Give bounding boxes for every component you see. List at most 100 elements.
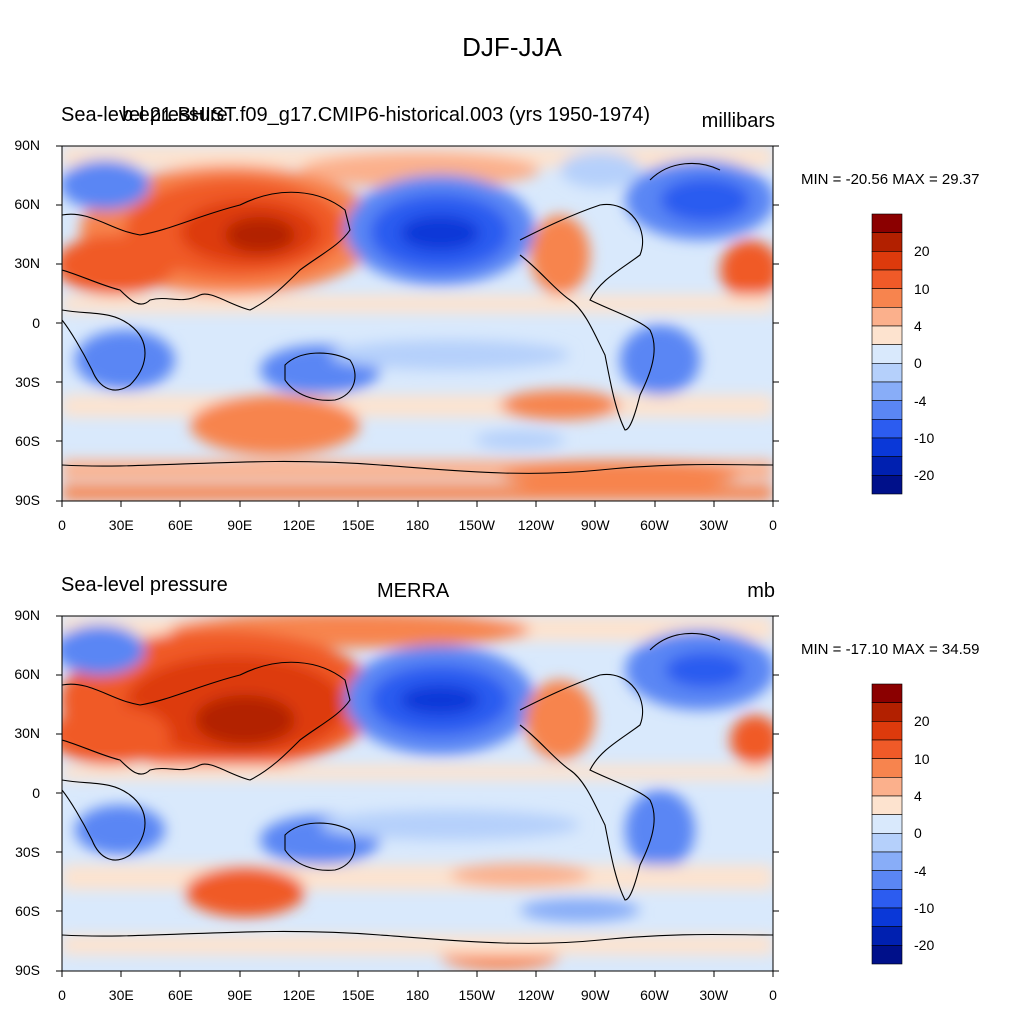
panel1-left-label: Sea-level pressure <box>61 104 228 126</box>
panel2-colorbar <box>871 683 903 965</box>
lat-label: 30N <box>14 255 40 272</box>
lon-label: 60W <box>640 517 669 533</box>
colorbar-swatch <box>871 251 903 271</box>
colorbar-swatch <box>871 814 903 834</box>
colorbar-swatch <box>871 758 903 778</box>
colorbar-swatch <box>871 907 903 927</box>
colorbar-label: 0 <box>914 355 922 372</box>
lon-label: 30E <box>108 987 134 1003</box>
lat-label: 90S <box>15 492 40 509</box>
lat-label: 0 <box>32 784 40 801</box>
panel2-minmax: MIN = -17.10 MAX = 34.59 <box>801 641 980 658</box>
lon-label: 120E <box>282 517 316 533</box>
colorbar-label: 0 <box>914 825 922 842</box>
panel2-map-field <box>62 616 773 971</box>
lat-label: 30S <box>15 843 40 860</box>
colorbar-label: 20 <box>914 713 930 730</box>
colorbar-swatch <box>871 456 903 476</box>
colorbar-swatch <box>871 232 903 252</box>
panel1-minmax: MIN = -20.56 MAX = 29.37 <box>801 171 980 188</box>
lat-label: 30N <box>14 725 40 742</box>
lon-label: 60E <box>168 987 193 1003</box>
lon-label: 150W <box>458 517 496 533</box>
panel2-left-label: Sea-level pressure <box>61 574 228 596</box>
lon-label: 30E <box>108 517 134 533</box>
lon-label: 120E <box>282 987 316 1003</box>
lon-label: 180 <box>405 987 430 1003</box>
colorbar-swatch <box>871 945 903 965</box>
colorbar-swatch <box>871 777 903 797</box>
colorbar-label: -10 <box>914 900 935 916</box>
lat-label: 90N <box>14 137 40 153</box>
lon-label: 90W <box>580 987 610 1003</box>
lon-label: 60E <box>168 517 193 533</box>
lon-label: 90W <box>580 517 610 533</box>
main-title: DJF-JJA <box>462 32 562 62</box>
lon-label: 0 <box>58 987 66 1003</box>
colorbar-swatch <box>871 419 903 439</box>
colorbar-swatch <box>871 739 903 759</box>
lat-label: 60S <box>15 433 40 449</box>
lon-label: 30W <box>699 517 729 533</box>
colorbar-swatch <box>871 288 903 308</box>
colorbar-label: -20 <box>914 937 935 954</box>
lon-label: 120W <box>517 987 555 1003</box>
colorbar-swatch <box>871 475 903 495</box>
colorbar-swatch <box>871 381 903 401</box>
panel2-ticks <box>56 615 779 977</box>
lon-label: 0 <box>769 987 777 1003</box>
lon-label: 150E <box>341 987 375 1003</box>
colorbar-swatch <box>871 344 903 364</box>
colorbar-swatch <box>871 851 903 871</box>
lon-label: 30W <box>699 987 729 1003</box>
colorbar-swatch <box>871 833 903 853</box>
colorbar-swatch <box>871 325 903 345</box>
colorbar-label: -4 <box>914 392 927 409</box>
panel1-map-field <box>62 146 773 501</box>
colorbar-swatch <box>871 307 903 327</box>
lon-label: 150W <box>458 987 496 1003</box>
colorbar-swatch <box>871 683 903 703</box>
lat-label: 60N <box>14 196 40 213</box>
lat-label: 60S <box>15 903 40 919</box>
colorbar-swatch <box>871 437 903 457</box>
lat-label: 0 <box>32 314 40 331</box>
panel1-colorbar <box>871 213 903 495</box>
panel2-right-label: mb <box>747 580 775 602</box>
lon-label: 120W <box>517 517 555 533</box>
colorbar-label: 4 <box>914 318 922 334</box>
lat-label: 90N <box>14 607 40 623</box>
lon-label: 150E <box>341 517 375 533</box>
panel2-center-label: MERRA <box>377 580 450 602</box>
colorbar-swatch <box>871 702 903 722</box>
colorbar-label: -4 <box>914 862 927 879</box>
lat-label: 30S <box>15 373 40 390</box>
colorbar-label: 4 <box>914 788 922 804</box>
panel1-ticks <box>56 145 779 507</box>
colorbar-swatch <box>871 926 903 946</box>
panel1-right-label: millibars <box>701 110 775 132</box>
colorbar-swatch <box>871 213 903 233</box>
lat-label: 90S <box>15 962 40 979</box>
colorbar-swatch <box>871 795 903 815</box>
lon-label: 0 <box>58 517 66 533</box>
panel1-center-label: b.e21.BHIST.f09_g17.CMIP6-historical.003… <box>122 104 651 126</box>
colorbar-label: 10 <box>914 280 930 297</box>
lon-label: 180 <box>405 517 430 533</box>
lon-label: 0 <box>769 517 777 533</box>
colorbar-swatch <box>871 363 903 383</box>
lon-label: 90E <box>227 517 253 533</box>
colorbar-swatch <box>871 721 903 741</box>
lon-label: 90E <box>227 987 253 1003</box>
colorbar-swatch <box>871 870 903 890</box>
colorbar-label: 20 <box>914 243 930 260</box>
colorbar-swatch <box>871 269 903 289</box>
lat-label: 60N <box>14 666 40 683</box>
colorbar-swatch <box>871 889 903 909</box>
colorbar-label: -20 <box>914 467 935 484</box>
lon-label: 60W <box>640 987 669 1003</box>
colorbar-label: -10 <box>914 430 935 446</box>
colorbar-label: 10 <box>914 750 930 767</box>
colorbar-swatch <box>871 400 903 420</box>
